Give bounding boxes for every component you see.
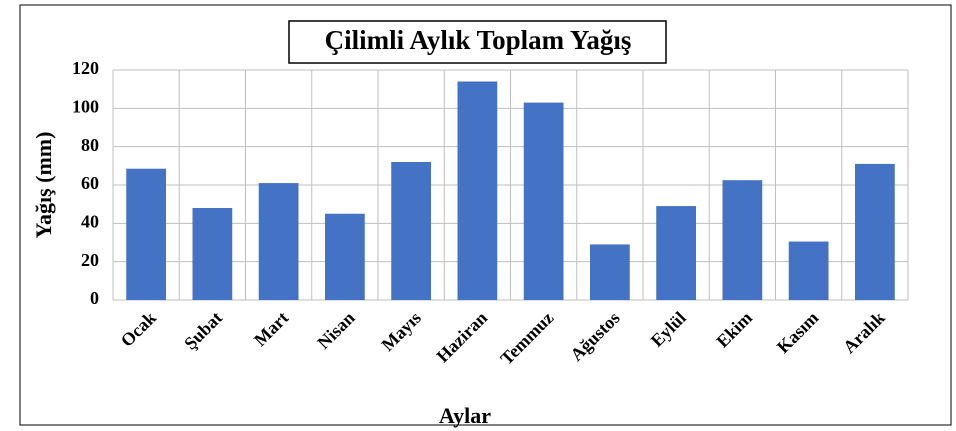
title-box (288, 20, 667, 64)
y-tick-label: 40 (81, 211, 99, 231)
bar (523, 102, 564, 300)
bar (722, 180, 763, 300)
y-tick-label: 20 (81, 250, 99, 270)
bar (788, 241, 829, 300)
y-tick-label: 80 (81, 135, 99, 155)
bar (258, 183, 299, 300)
bar (457, 81, 498, 300)
bar (325, 213, 365, 300)
bar (126, 168, 166, 300)
y-tick-label: 120 (72, 58, 99, 78)
bar (590, 244, 630, 300)
y-tick-label: 60 (81, 173, 99, 193)
y-axis-label: Yağış (mm) (31, 132, 56, 239)
bar (855, 163, 895, 300)
bar (656, 206, 696, 300)
chart-title: Çilimli Aylık Toplam Yağış (325, 25, 632, 55)
bar (391, 162, 431, 300)
x-axis-label: Aylar (439, 403, 491, 428)
bar (192, 208, 233, 300)
y-tick-label: 100 (72, 96, 99, 116)
y-tick-label: 0 (90, 288, 99, 308)
